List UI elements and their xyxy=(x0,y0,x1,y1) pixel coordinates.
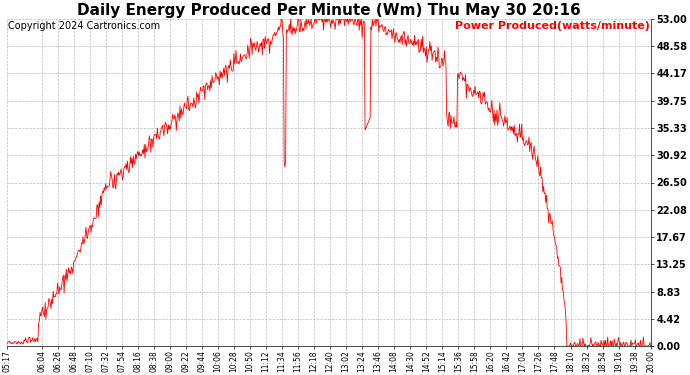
Text: Copyright 2024 Cartronics.com: Copyright 2024 Cartronics.com xyxy=(8,21,160,31)
Text: Power Produced(watts/minute): Power Produced(watts/minute) xyxy=(455,21,650,31)
Title: Daily Energy Produced Per Minute (Wm) Thu May 30 20:16: Daily Energy Produced Per Minute (Wm) Th… xyxy=(77,3,581,18)
